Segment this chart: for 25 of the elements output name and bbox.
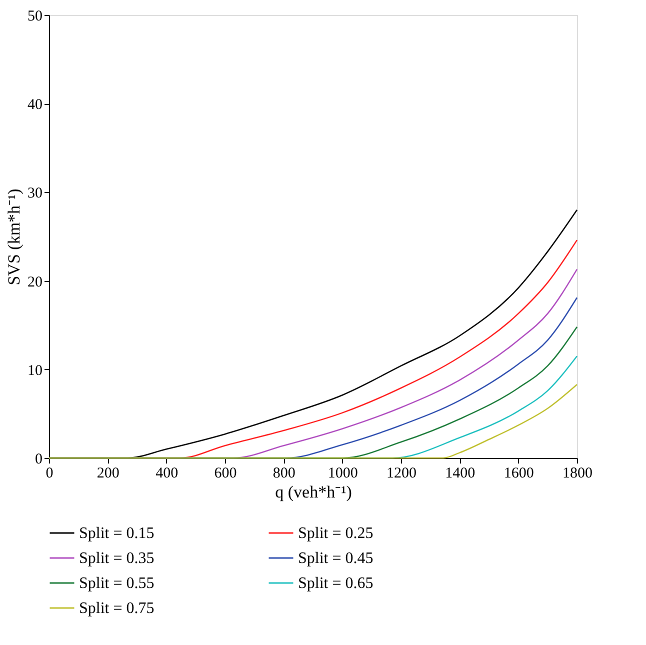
y-tick-label: 0 xyxy=(35,452,42,468)
x-tick-label: 1000 xyxy=(328,466,358,482)
y-tick-label: 40 xyxy=(28,97,42,114)
x-tick-label: 800 xyxy=(272,466,296,482)
y-tick-label: 10 xyxy=(28,362,42,379)
legend-label: Split = 0.65 xyxy=(298,575,374,592)
legend-label: Split = 0.75 xyxy=(79,600,154,617)
legend-label: Split = 0.35 xyxy=(79,550,154,567)
y-tick-label: 30 xyxy=(28,186,42,202)
legend-label: Split = 0.25 xyxy=(298,525,374,542)
legend-label: Split = 0.55 xyxy=(79,575,154,592)
y-tick-label: 50 xyxy=(28,8,42,24)
x-axis-title: q (veh*h⁻¹) xyxy=(275,482,352,502)
x-tick-label: 0 xyxy=(46,466,54,482)
x-tick-label: 1200 xyxy=(386,466,416,482)
x-tick-label: 600 xyxy=(214,466,237,482)
x-tick-label: 1400 xyxy=(445,466,476,482)
x-tick-label: 1800 xyxy=(562,466,592,482)
x-tick-label: 400 xyxy=(156,466,178,482)
legend-label: Split = 0.45 xyxy=(298,550,374,567)
x-tick-label: 1600 xyxy=(504,466,534,482)
x-tick-label: 200 xyxy=(96,466,120,482)
legend-label: Split = 0.15 xyxy=(79,525,154,542)
y-axis-title: SVS (km*h⁻¹) xyxy=(4,188,24,286)
y-tick-label: 20 xyxy=(28,274,42,290)
